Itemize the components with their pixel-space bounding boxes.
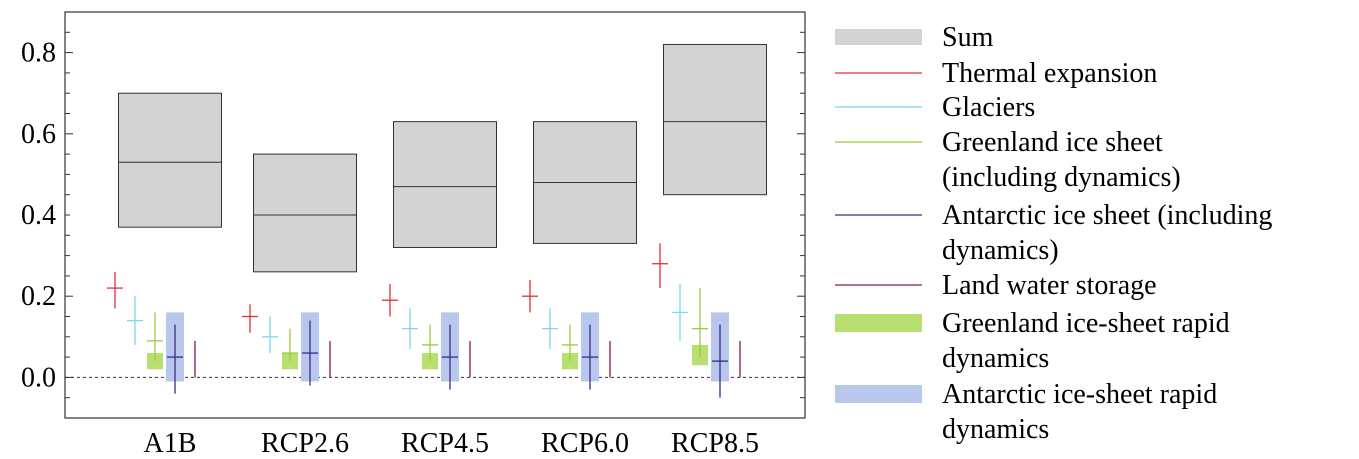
legend-label: Antarctic ice sheet (including xyxy=(942,200,1272,231)
sum-box xyxy=(118,92,222,228)
y-tick-label: 0.8 xyxy=(21,38,56,69)
legend-label: dynamics xyxy=(942,414,1049,445)
x-tick-label: RCP4.5 xyxy=(401,428,489,459)
y-tick-label: 0.2 xyxy=(21,281,56,312)
legend-label: (including dynamics) xyxy=(942,162,1181,193)
legend-swatch-antarctic-rapid xyxy=(835,385,922,403)
legend-label: Sum xyxy=(942,22,994,53)
sum-box xyxy=(393,121,497,248)
legend-label: dynamics) xyxy=(942,235,1059,266)
x-tick-label: RCP6.0 xyxy=(541,428,629,459)
legend-label: Greenland ice-sheet rapid xyxy=(942,308,1230,339)
legend-label: Land water storage xyxy=(942,270,1157,301)
y-tick-label: 0.6 xyxy=(21,119,56,150)
legend-label: Glaciers xyxy=(942,92,1035,123)
legend-label: Greenland ice sheet xyxy=(942,127,1163,158)
sum-box xyxy=(663,43,767,196)
x-tick-label: RCP2.6 xyxy=(261,428,349,459)
legend-label: dynamics xyxy=(942,343,1049,374)
y-tick-label: 0.4 xyxy=(21,200,56,231)
x-tick-label: RCP8.5 xyxy=(671,428,759,459)
legend-label: Thermal expansion xyxy=(942,58,1157,89)
sum-box xyxy=(253,153,357,273)
y-tick-label: 0.0 xyxy=(21,362,56,393)
legend-swatch-sum xyxy=(835,29,922,45)
legend-swatch-greenland-rapid xyxy=(835,314,922,332)
x-tick-label: A1B xyxy=(144,428,197,459)
legend-label: Antarctic ice-sheet rapid xyxy=(942,379,1217,410)
